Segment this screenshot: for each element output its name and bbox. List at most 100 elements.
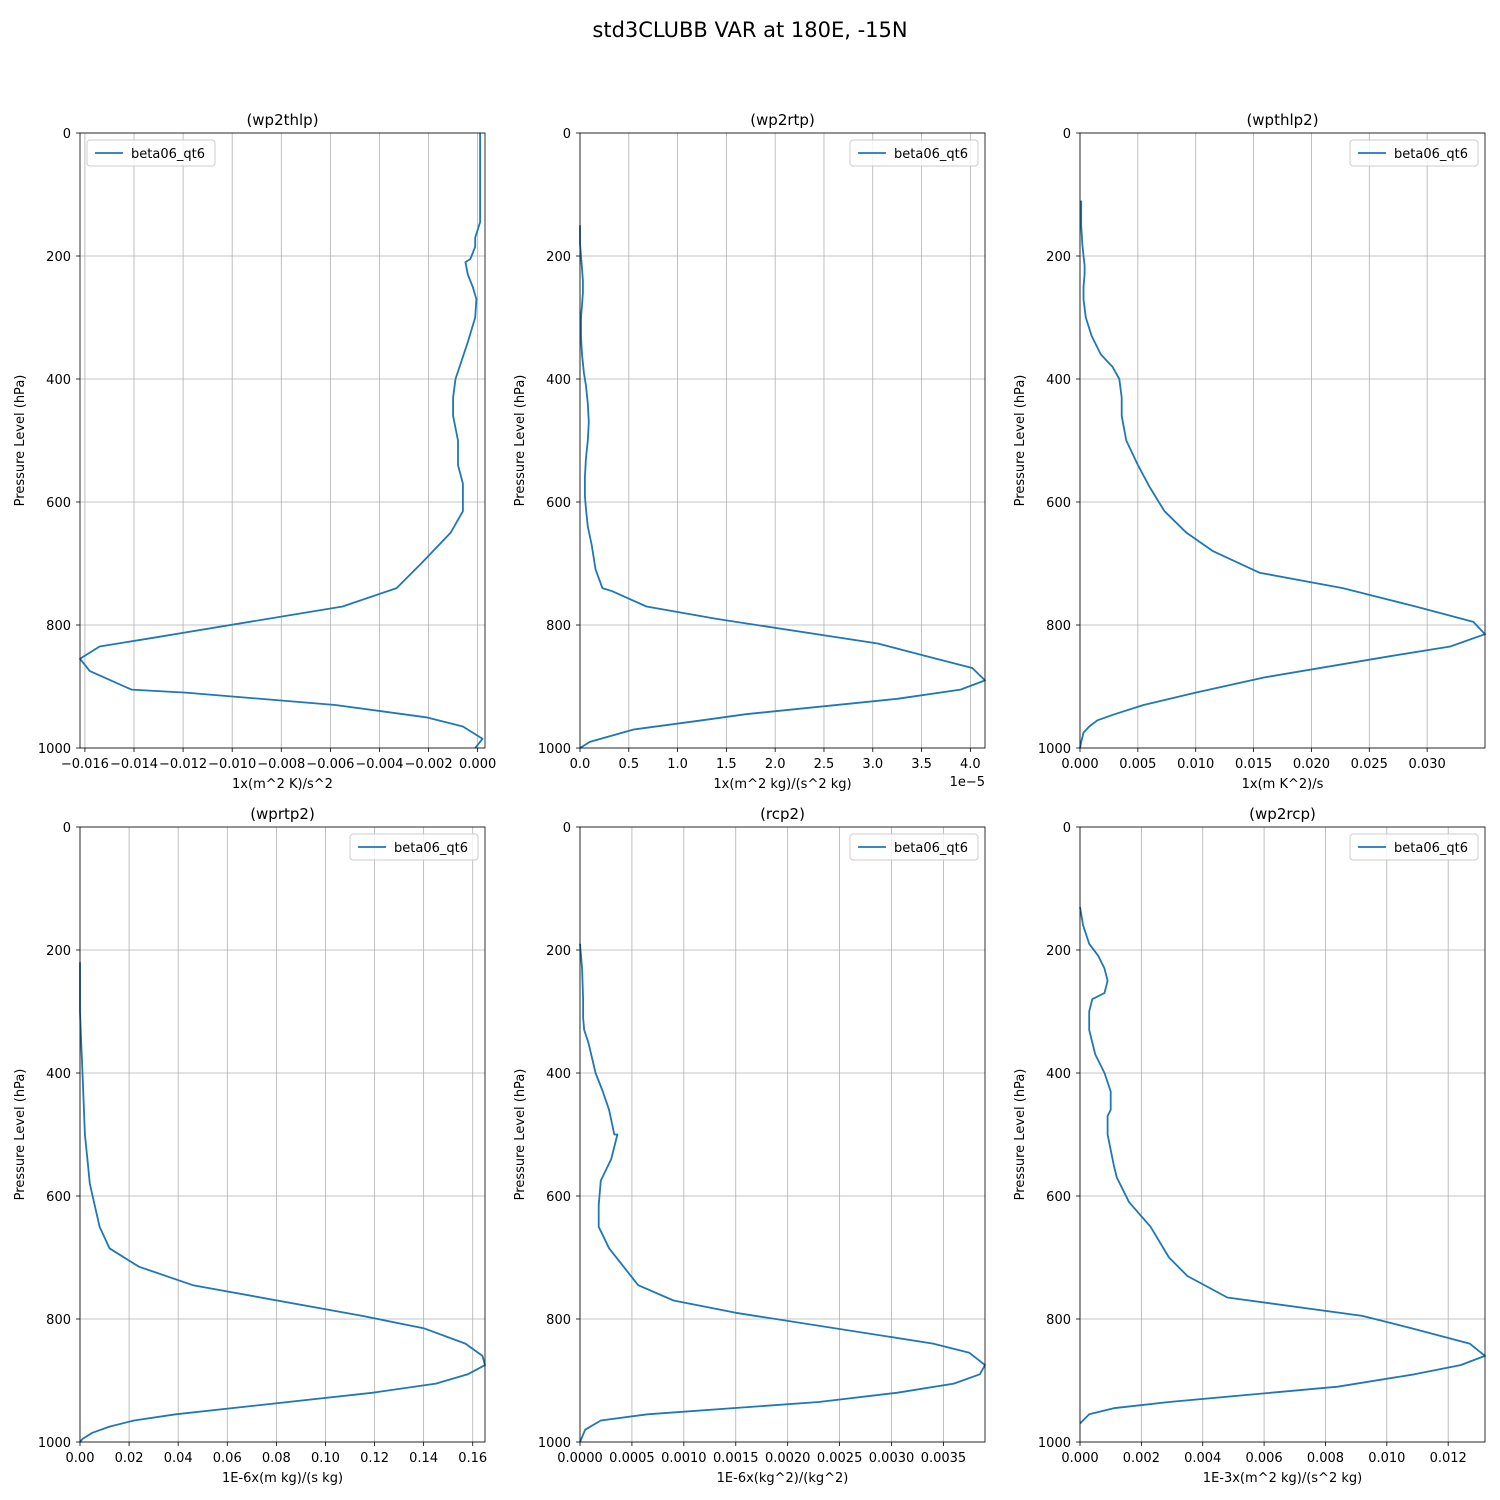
series-line [1079,200,1486,749]
legend-label: beta06_qt6 [894,147,968,162]
y-tick-label: 0 [1063,127,1071,142]
y-tick-label: 400 [46,1067,71,1082]
y-tick-label: 800 [1046,1313,1071,1328]
x-tick-label: 0.030 [1409,757,1446,772]
legend-label: beta06_qt6 [394,841,468,856]
x-tick-label: 2.0 [765,757,786,772]
x-axis-label: 1E-6x(m kg)/(s kg) [222,1471,343,1486]
x-tick-label: 0.0015 [713,1451,759,1466]
x-tick-label: −0.002 [404,757,452,772]
x-tick-label: 0.000 [1061,757,1098,772]
y-tick-label: 1000 [38,742,71,757]
x-tick-label: 0.012 [1430,1451,1467,1466]
legend: beta06_qt6 [1349,139,1479,167]
chart-title: (wpthlp2) [1246,111,1318,129]
x-tick-label: 0.0030 [869,1451,915,1466]
x-tick-label: −0.012 [159,757,207,772]
chart-title: (wp2rtp) [750,111,815,129]
y-tick-label: 600 [46,1190,71,1205]
legend-box [86,139,216,167]
y-tick-label: 600 [1046,1190,1071,1205]
chart-panel-3: 0.000 0.005 0.010 0.015 0.020 0.025 0.030 0 200 4… [1013,111,1486,792]
x-tick-label: 0.16 [458,1451,487,1466]
x-tick-label: −0.016 [61,757,109,772]
y-tick-label: 0 [63,821,71,836]
legend-box [849,833,979,861]
y-axis-label: Pressure Level (hPa) [1013,1069,1028,1201]
legend-label: beta06_qt6 [894,841,968,856]
x-tick-label: 0.020 [1293,757,1330,772]
x-tick-label: 0.000 [1061,1451,1098,1466]
series-line [579,943,986,1443]
x-tick-label: 0.00 [66,1451,95,1466]
x-tick-label: 0.000 [459,757,496,772]
x-axis-label: 1x(m K^2)/s [1242,777,1324,792]
y-tick-label: 200 [1046,250,1071,265]
y-tick-label: 1000 [538,742,571,757]
x-tick-label: 0.08 [262,1451,291,1466]
plot-frame [579,826,986,1443]
series-line [1079,906,1486,1425]
x-tick-label: 0.0000 [557,1451,603,1466]
x-tick-label: −0.006 [306,757,354,772]
y-tick-label: 1000 [538,1436,571,1451]
x-tick-label: −0.010 [208,757,256,772]
y-tick-label: 800 [46,619,71,634]
y-tick-label: 1000 [1038,1436,1071,1451]
x-tick-label: 0.12 [360,1451,389,1466]
x-tick-label: 0.0005 [609,1451,655,1466]
y-tick-label: 600 [546,496,571,511]
y-tick-label: 200 [46,250,71,265]
x-tick-label: 0.5 [618,757,639,772]
y-tick-label: 400 [1046,373,1071,388]
x-tick-label: −0.014 [110,757,158,772]
x-offset-text: 1e−5 [950,775,985,790]
y-axis-label: Pressure Level (hPa) [513,1069,528,1201]
x-tick-label: 0.025 [1351,757,1388,772]
plot-frame [79,132,486,749]
chart-panel-1: −0.016 −0.014 −0.012 −0.010 −0.008 −0.006 −0.0… [13,111,496,792]
x-tick-label: 0.006 [1245,1451,1282,1466]
chart-panel-5: 0.0000 0.0005 0.0010 0.0015 0.0020 0.0025 0.00… [513,805,986,1486]
y-tick-label: 200 [46,944,71,959]
y-tick-label: 0 [1063,821,1071,836]
y-tick-label: 800 [546,619,571,634]
x-tick-label: 0.0025 [817,1451,863,1466]
chart-title: (wp2rcp) [1249,805,1316,823]
chart-title: (rcp2) [760,805,805,823]
legend: beta06_qt6 [849,139,979,167]
y-tick-label: 600 [546,1190,571,1205]
x-tick-label: 0.010 [1368,1451,1405,1466]
y-tick-label: 200 [1046,944,1071,959]
y-axis-label: Pressure Level (hPa) [513,375,528,507]
x-tick-label: 2.5 [814,757,835,772]
legend-box [1349,833,1479,861]
grid [579,132,985,749]
x-tick-label: 1.0 [667,757,688,772]
y-axis-label: Pressure Level (hPa) [13,375,28,507]
chart-panel-6: 0.000 0.002 0.004 0.006 0.008 0.010 0.012 0 200 4… [1013,805,1486,1486]
plot-frame [79,826,486,1443]
x-tick-label: 0.002 [1123,1451,1160,1466]
legend-label: beta06_qt6 [131,147,205,162]
figure-title: std3CLUBB VAR at 180E, -15N [592,18,907,42]
x-tick-label: 0.02 [115,1451,144,1466]
x-tick-label: 0.04 [164,1451,193,1466]
plot-frame [1079,132,1486,749]
legend: beta06_qt6 [849,833,979,861]
x-tick-label: 0.005 [1119,757,1156,772]
plot-frame [579,132,986,749]
y-tick-label: 800 [1046,619,1071,634]
chart-panel-4: 0.00 0.02 0.04 0.06 0.08 0.10 0.12 0.14 0.16 0 200… [13,805,487,1486]
y-axis-label: Pressure Level (hPa) [13,1069,28,1201]
y-tick-label: 1000 [38,1436,71,1451]
x-axis-label: 1x(m^2 kg)/(s^2 kg) [713,777,851,792]
y-tick-label: 400 [1046,1067,1071,1082]
y-tick-label: 800 [546,1313,571,1328]
y-tick-label: 600 [1046,496,1071,511]
x-tick-label: 0.14 [409,1451,438,1466]
legend-box [349,833,479,861]
x-tick-label: 0.0035 [921,1451,967,1466]
series-line [79,962,486,1443]
x-tick-label: 0.0010 [661,1451,707,1466]
